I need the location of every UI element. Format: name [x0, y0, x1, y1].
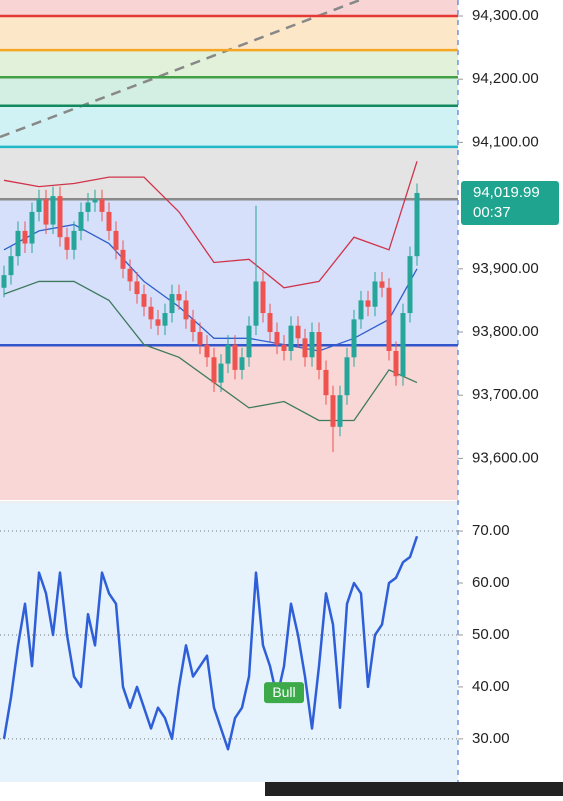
- candle-body: [400, 313, 406, 377]
- zone: [0, 146, 458, 200]
- candle-body: [267, 313, 273, 333]
- candle-body: [274, 332, 280, 345]
- candle-body: [386, 287, 392, 351]
- candle-body: [309, 332, 315, 358]
- candle-body: [43, 199, 49, 225]
- candle-body: [281, 344, 287, 351]
- rsi-line: [2, 535, 419, 751]
- candle-body: [85, 202, 91, 212]
- candle-body: [99, 199, 105, 212]
- y-tick-label: 50.00: [472, 626, 510, 643]
- candle-body: [92, 199, 98, 203]
- last-price-label: 94,019.99: [473, 184, 540, 201]
- candle-body: [393, 350, 399, 377]
- candle-body: [190, 319, 196, 333]
- candle-body: [316, 332, 322, 370]
- candle-body: [351, 319, 357, 358]
- candle-body: [365, 300, 371, 307]
- candle-body: [169, 294, 175, 314]
- candle-body: [414, 192, 420, 257]
- candle-body: [113, 230, 119, 250]
- candle-body: [29, 211, 35, 244]
- zone: [0, 105, 458, 147]
- candle-body: [22, 230, 28, 244]
- countdown: 00:37: [473, 204, 511, 221]
- candle-body: [57, 196, 63, 238]
- candle-body: [64, 237, 70, 250]
- candle-body: [260, 281, 266, 314]
- candle-body: [407, 256, 413, 314]
- candle-body: [148, 306, 154, 320]
- candle-body: [372, 281, 378, 307]
- candle-body: [71, 230, 77, 250]
- candle-body: [232, 344, 238, 370]
- candle-body: [141, 294, 147, 307]
- y-tick-label: 93,800.00: [472, 323, 539, 340]
- y-tick-label: 70.00: [472, 522, 510, 539]
- candle-body: [106, 211, 112, 231]
- y-tick-label: 94,200.00: [472, 70, 539, 87]
- y-tick-label: 40.00: [472, 678, 510, 695]
- y-tick-label: 94,300.00: [472, 7, 539, 24]
- candle-body: [330, 395, 336, 427]
- candle-body: [211, 357, 217, 383]
- zone: [0, 77, 458, 106]
- candle-body: [127, 268, 133, 282]
- y-tick-label: 93,600.00: [472, 449, 539, 466]
- candle-body: [8, 256, 14, 276]
- candle-body: [176, 294, 182, 301]
- rsi-background: [0, 503, 458, 782]
- y-tick-label: 93,900.00: [472, 260, 539, 277]
- candle-body: [323, 369, 329, 396]
- zone: [0, 15, 458, 51]
- zone: [0, 345, 458, 500]
- zone: [0, 50, 458, 78]
- candle-body: [204, 344, 210, 358]
- band-upper: [3, 161, 418, 289]
- candle-body: [134, 281, 140, 295]
- candle-body: [162, 313, 168, 326]
- candle-body: [288, 325, 294, 351]
- candle-body: [155, 319, 161, 326]
- candle-body: [246, 325, 252, 358]
- zone: [0, 0, 458, 16]
- candle-body: [337, 395, 343, 427]
- candle-body: [379, 281, 385, 288]
- candle-body: [50, 196, 56, 225]
- price-axis: [460, 0, 563, 796]
- candle-body: [295, 325, 301, 339]
- candle-body: [183, 300, 189, 320]
- candle-body: [358, 300, 364, 320]
- candle-body: [302, 338, 308, 358]
- y-tick-label: 94,100.00: [472, 133, 539, 150]
- y-tick-label: 60.00: [472, 574, 510, 591]
- candle-body: [239, 357, 245, 370]
- candle-body: [36, 199, 42, 212]
- y-tick-label: 30.00: [472, 730, 510, 747]
- last-price-box: [461, 180, 559, 225]
- candle-body: [1, 275, 7, 288]
- candle-body: [225, 344, 231, 364]
- candle-body: [218, 363, 224, 383]
- candle-body: [253, 281, 259, 326]
- bottom-bar: [265, 782, 563, 796]
- candle-body: [197, 332, 203, 345]
- candle-body: [120, 249, 126, 269]
- annotation-label: Bull: [272, 684, 295, 700]
- candle-body: [15, 230, 21, 257]
- candle-body: [78, 211, 84, 231]
- annotation-box: [264, 682, 304, 704]
- candle-body: [344, 357, 350, 396]
- trend-line: [0, 0, 361, 139]
- y-tick-label: 93,700.00: [472, 386, 539, 403]
